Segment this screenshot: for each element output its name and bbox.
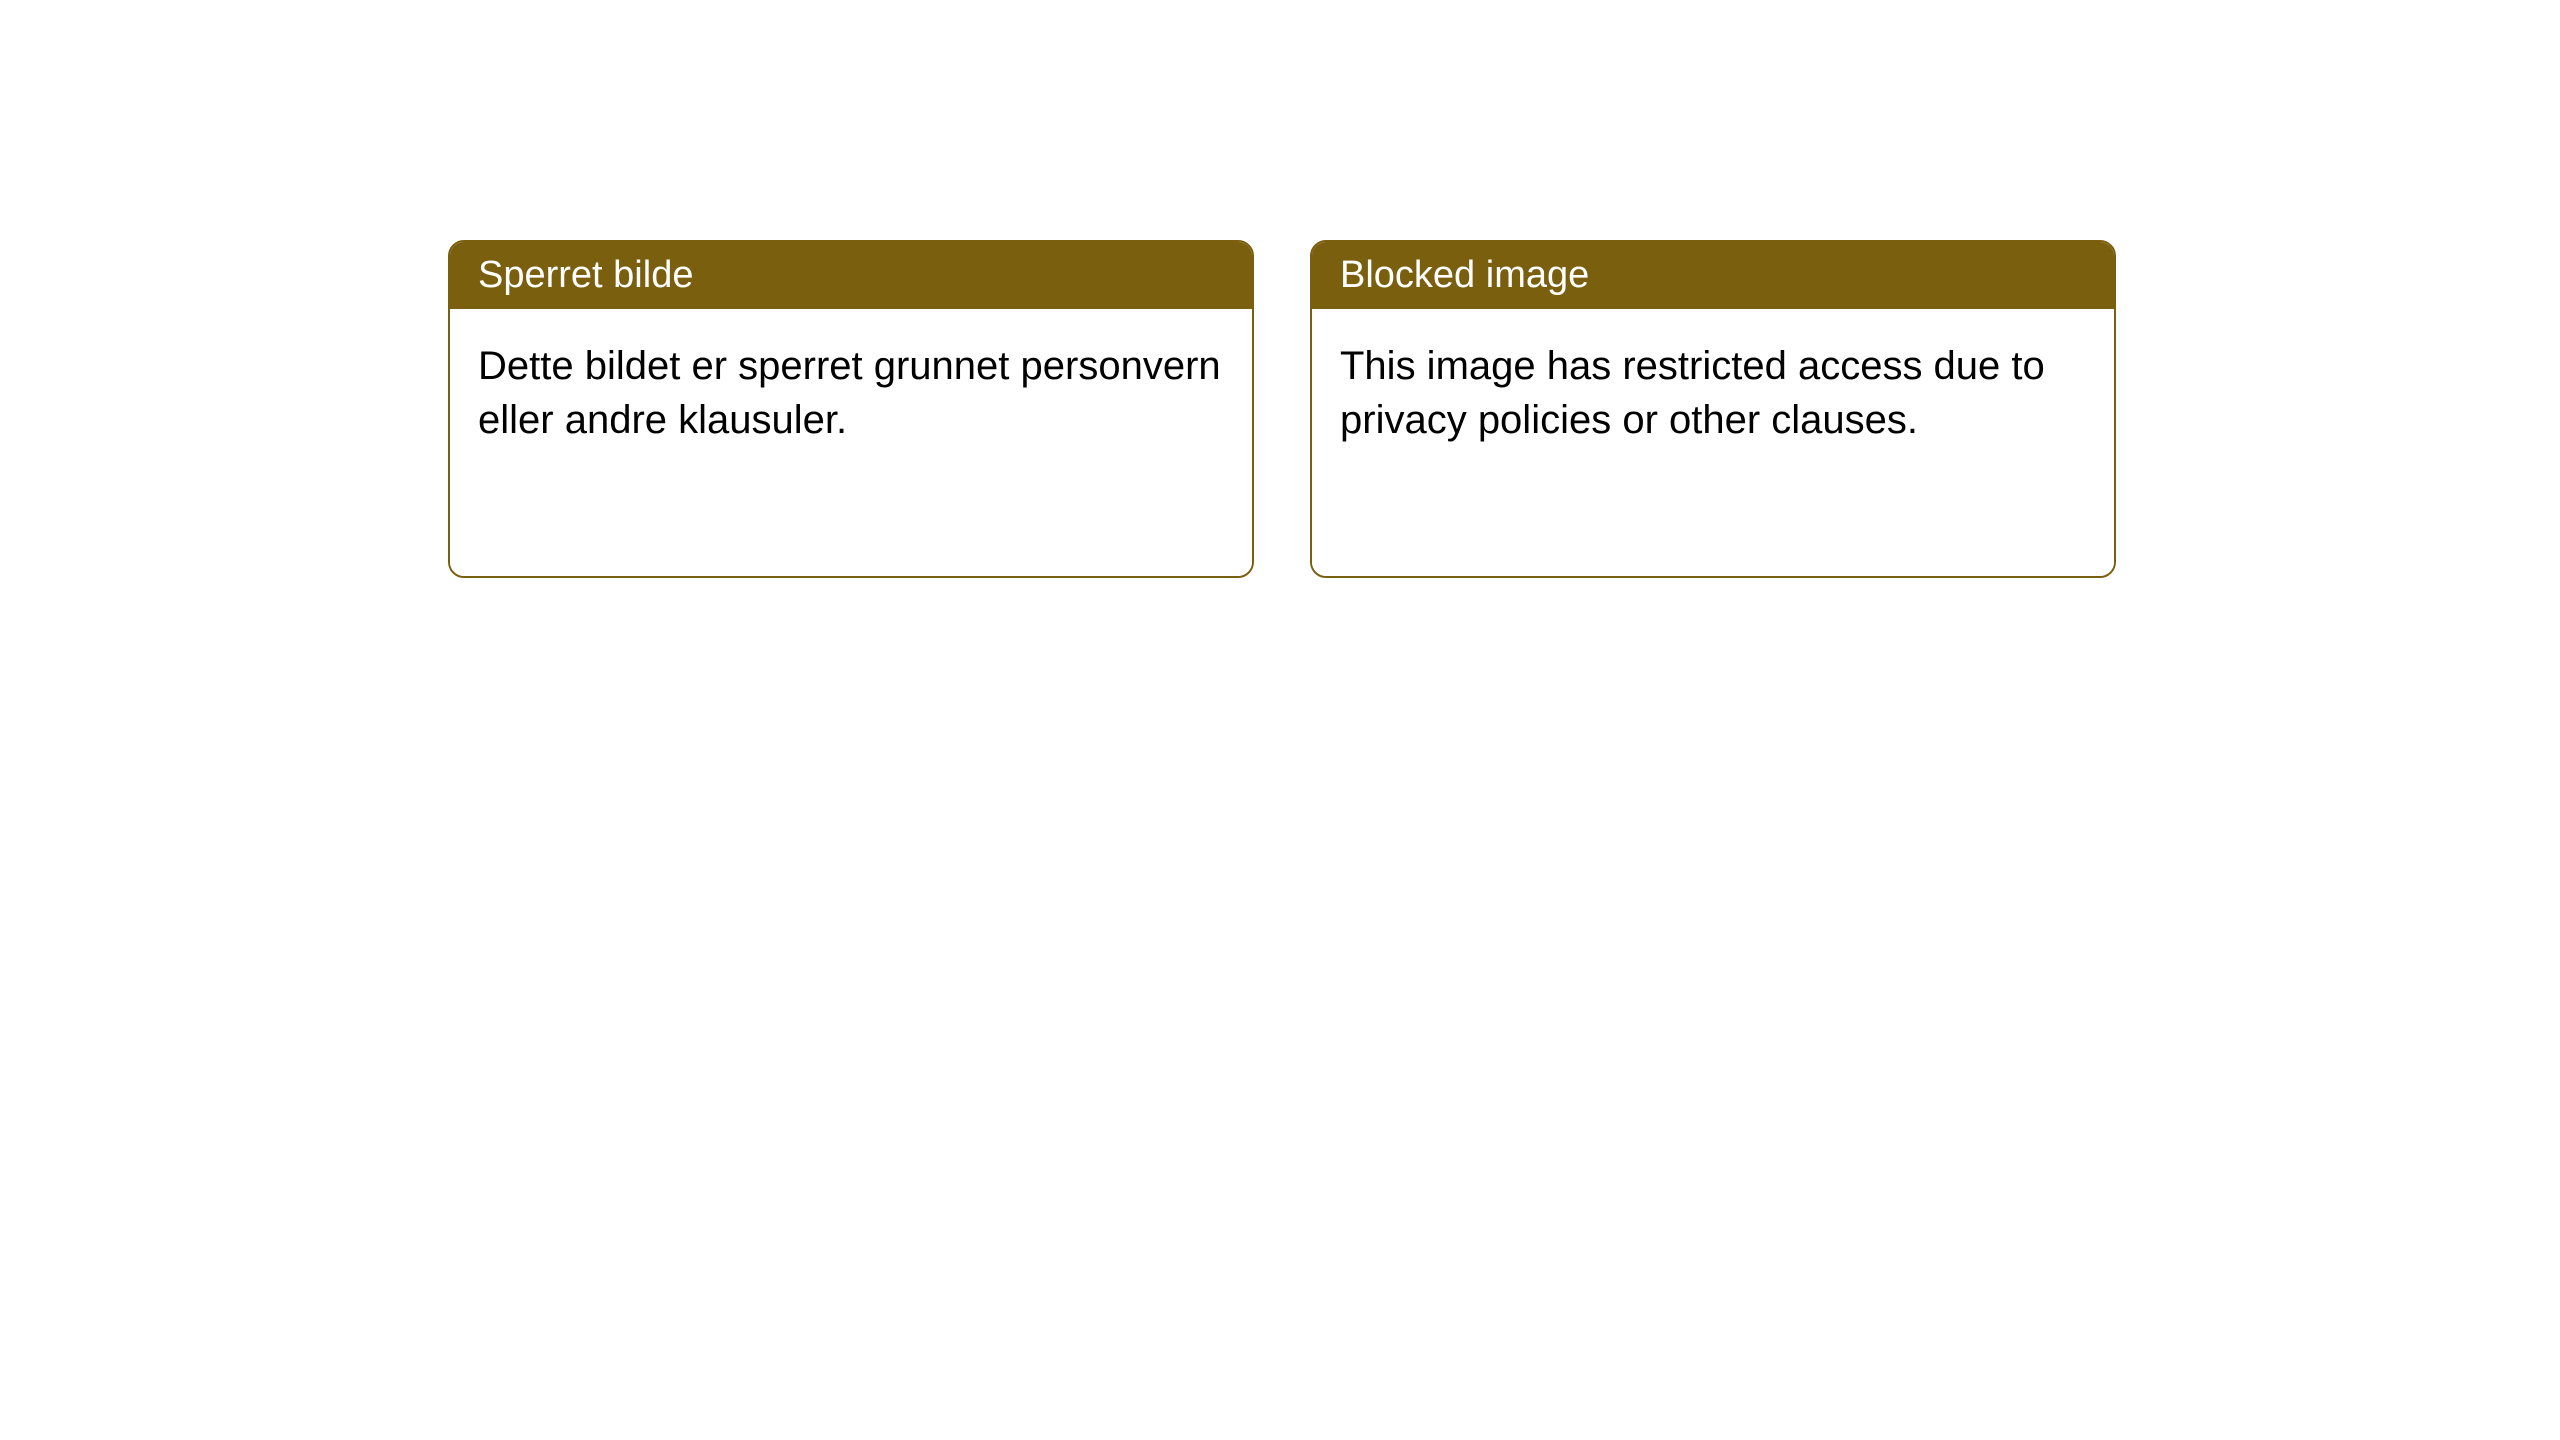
notice-body-english: This image has restricted access due to … [1312,309,2114,576]
notice-card-english: Blocked image This image has restricted … [1310,240,2116,578]
notice-title-norwegian: Sperret bilde [478,254,693,296]
notice-container: Sperret bilde Dette bildet er sperret gr… [448,240,2116,578]
notice-text-norwegian: Dette bildet er sperret grunnet personve… [478,344,1221,442]
notice-body-norwegian: Dette bildet er sperret grunnet personve… [450,309,1252,576]
notice-header-english: Blocked image [1312,242,2114,309]
notice-text-english: This image has restricted access due to … [1340,344,2045,442]
notice-title-english: Blocked image [1340,254,1589,296]
notice-header-norwegian: Sperret bilde [450,242,1252,309]
notice-card-norwegian: Sperret bilde Dette bildet er sperret gr… [448,240,1254,578]
